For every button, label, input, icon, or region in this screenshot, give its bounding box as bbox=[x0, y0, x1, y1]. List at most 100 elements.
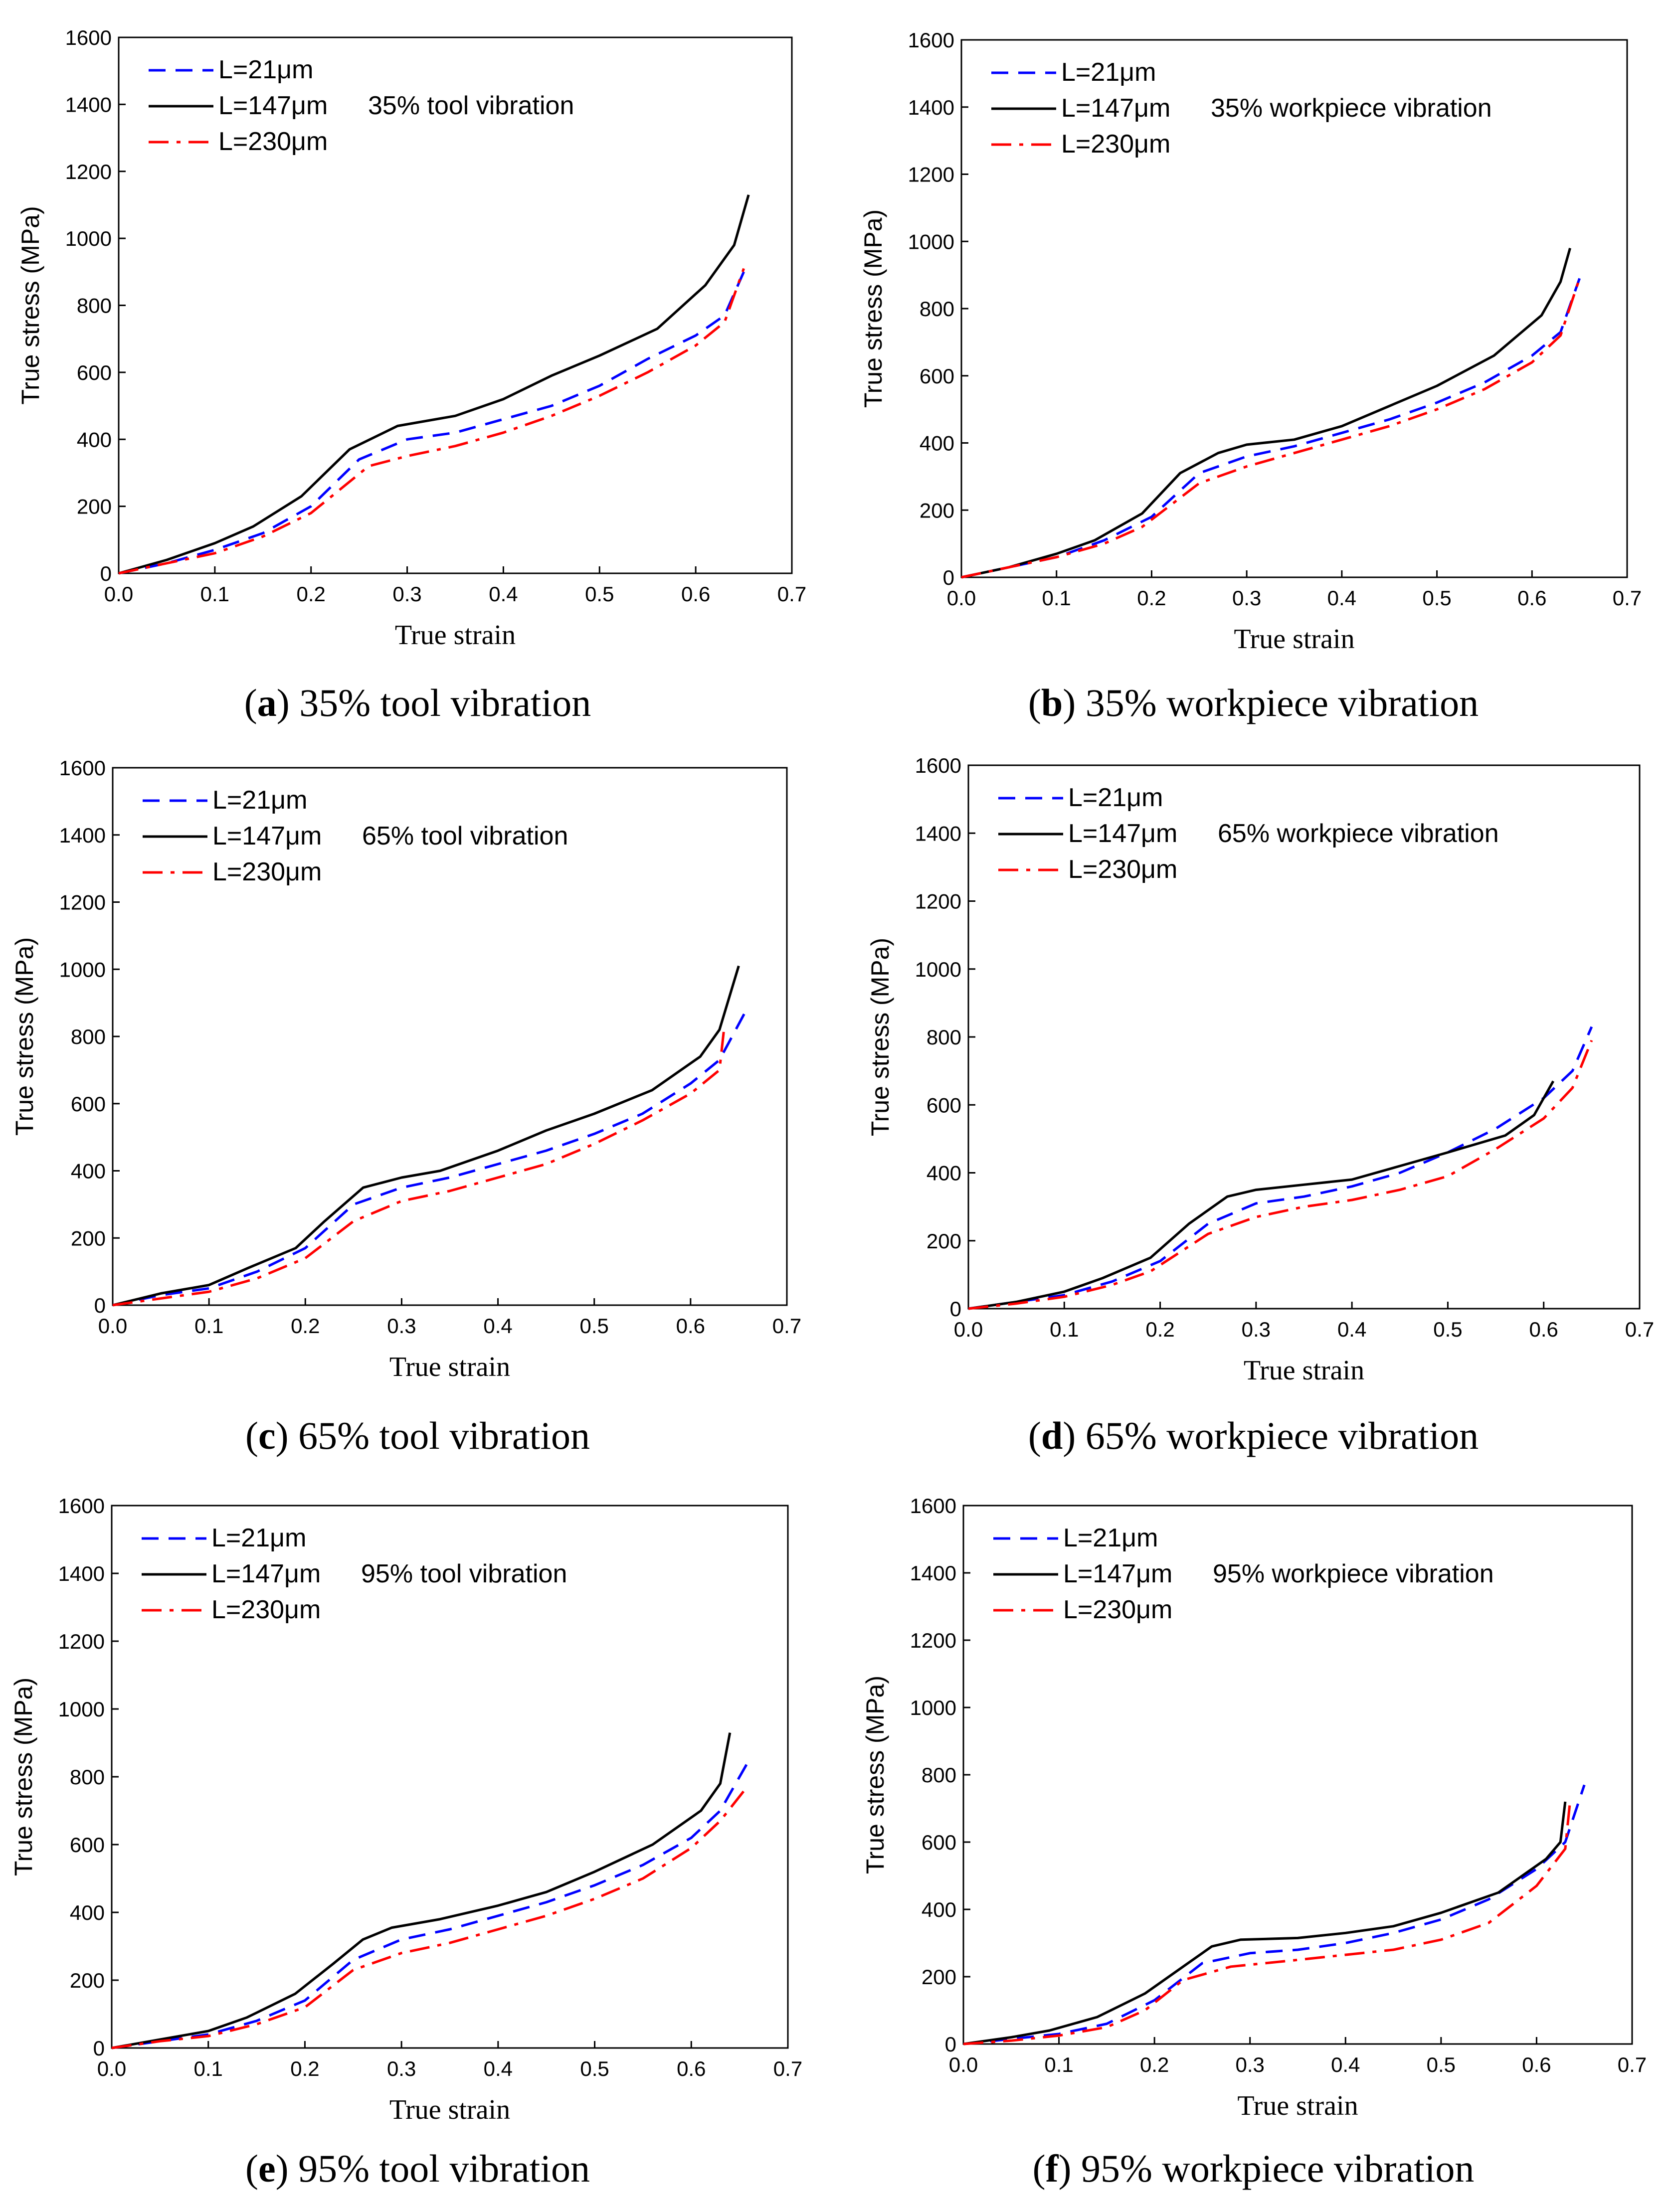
y-tick-label: 1000 bbox=[910, 1696, 956, 1719]
x-tick-label: 0.3 bbox=[1232, 586, 1261, 610]
y-tick-label: 800 bbox=[922, 1763, 956, 1787]
x-tick-label: 0.0 bbox=[947, 586, 976, 610]
series-line-3 bbox=[118, 268, 745, 575]
y-axis-title: True stress (MPa) bbox=[866, 938, 894, 1136]
x-tick-label: 0.0 bbox=[104, 582, 133, 606]
legend-label-2: L=147μm bbox=[1061, 94, 1170, 123]
legend-label-2: L=147μm bbox=[1068, 819, 1177, 848]
legend-label-3: L=230μm bbox=[1061, 130, 1170, 159]
x-tick-label: 0.4 bbox=[1331, 2053, 1360, 2076]
x-tick-label: 0.2 bbox=[290, 2057, 319, 2080]
x-tick-label: 0.6 bbox=[1522, 2053, 1551, 2076]
y-tick-label: 1400 bbox=[908, 96, 954, 119]
x-tick-label: 0.1 bbox=[194, 2057, 223, 2080]
x-tick-label: 0.4 bbox=[483, 1314, 512, 1338]
y-tick-label: 1600 bbox=[58, 1494, 105, 1518]
x-tick-label: 0.5 bbox=[1433, 1318, 1462, 1341]
y-tick-label: 1600 bbox=[59, 756, 106, 780]
y-tick-label: 0 bbox=[950, 1297, 961, 1321]
x-axis-title: True strain bbox=[395, 620, 516, 651]
chart-panel-e: 0.0 0.1 0.2 0.3 0.4 0.5 0.6 0.7 0 200 400 600 800 100… bbox=[9, 1494, 802, 2125]
y-tick-label: 1200 bbox=[65, 160, 112, 183]
series-line-1 bbox=[963, 1784, 1586, 2045]
y-tick-label: 800 bbox=[927, 1025, 961, 1049]
chart-annotation: 95% workpiece vibration bbox=[1213, 1559, 1494, 1588]
x-axis-title: True strain bbox=[1234, 624, 1354, 655]
y-tick-label: 600 bbox=[922, 1831, 956, 1854]
x-tick-label: 0.7 bbox=[1618, 2053, 1647, 2076]
legend-label-2: L=147μm bbox=[1063, 1559, 1172, 1588]
chart-panel-a: 0.0 0.1 0.2 0.3 0.4 0.5 0.6 0.7 0 200 400 600 800 100… bbox=[16, 26, 806, 651]
caption-d: (d) 65% workpiece vibration bbox=[1028, 1414, 1479, 1457]
y-tick-label: 1000 bbox=[59, 958, 106, 981]
series-line-1 bbox=[111, 1759, 750, 2049]
x-tick-label: 0.7 bbox=[772, 1314, 801, 1338]
x-tick-label: 0.3 bbox=[1236, 2053, 1265, 2076]
y-tick-label: 1200 bbox=[908, 163, 954, 186]
legend-label-3: L=230μm bbox=[1068, 855, 1177, 884]
y-tick-label: 800 bbox=[70, 1765, 105, 1789]
y-tick-label: 200 bbox=[927, 1229, 961, 1253]
y-tick-label: 1400 bbox=[910, 1561, 956, 1585]
y-tick-label: 1200 bbox=[59, 891, 106, 914]
x-axis-title: True strain bbox=[389, 1352, 510, 1382]
caption-a: (a) 35% tool vibration bbox=[244, 681, 591, 724]
y-tick-label: 400 bbox=[922, 1898, 956, 1921]
y-tick-label: 1400 bbox=[915, 822, 961, 845]
y-tick-label: 1200 bbox=[910, 1629, 956, 1652]
y-tick-label: 200 bbox=[922, 1965, 956, 1989]
y-axis-title: True stress (MPa) bbox=[10, 937, 38, 1136]
y-tick-label: 0 bbox=[943, 566, 954, 589]
y-tick-label: 400 bbox=[920, 432, 954, 455]
y-tick-label: 400 bbox=[70, 1901, 105, 1924]
y-tick-label: 200 bbox=[920, 499, 954, 522]
x-tick-label: 0.7 bbox=[777, 582, 806, 606]
legend-label-3: L=230μm bbox=[212, 857, 322, 886]
caption-f: (f) 95% workpiece vibration bbox=[1032, 2147, 1475, 2190]
x-tick-label: 0.6 bbox=[676, 1314, 705, 1338]
chart-panel-c: 0.0 0.1 0.2 0.3 0.4 0.5 0.6 0.7 0 200 400 600 800 100… bbox=[10, 756, 801, 1382]
legend-label-1: L=21μm bbox=[212, 786, 307, 815]
y-axis-title: True stress (MPa) bbox=[861, 1676, 889, 1874]
x-tick-label: 0.4 bbox=[489, 582, 518, 606]
y-tick-label: 1200 bbox=[915, 890, 961, 913]
x-tick-label: 0.0 bbox=[954, 1318, 983, 1341]
y-axis-title: True stress (MPa) bbox=[859, 209, 887, 408]
series-line-2 bbox=[963, 1801, 1567, 2045]
x-axis-title: True strain bbox=[389, 2094, 510, 2125]
legend-label-2: L=147μm bbox=[212, 822, 322, 851]
x-tick-label: 0.2 bbox=[297, 582, 326, 606]
y-axis-title: True stress (MPa) bbox=[9, 1678, 37, 1876]
x-tick-label: 0.5 bbox=[1427, 2053, 1456, 2076]
x-axis-title: True strain bbox=[1244, 1355, 1364, 1386]
x-tick-label: 0.6 bbox=[1517, 586, 1546, 610]
y-tick-label: 1000 bbox=[915, 958, 961, 981]
legend-label-1: L=21μm bbox=[1063, 1524, 1158, 1552]
y-tick-label: 1600 bbox=[65, 26, 112, 49]
legend-label-3: L=230μm bbox=[1063, 1595, 1172, 1624]
legend-label-2: L=147μm bbox=[211, 1559, 321, 1588]
series-line-3 bbox=[111, 1789, 745, 2049]
x-tick-label: 0.0 bbox=[949, 2053, 978, 2076]
y-tick-label: 1400 bbox=[59, 824, 106, 847]
x-tick-label: 0.4 bbox=[1327, 586, 1356, 610]
x-tick-label: 0.2 bbox=[1145, 1318, 1174, 1341]
x-tick-label: 0.5 bbox=[580, 2057, 609, 2080]
y-tick-label: 200 bbox=[77, 495, 112, 518]
y-tick-label: 200 bbox=[71, 1226, 106, 1250]
chart-panel-d: 0.0 0.1 0.2 0.3 0.4 0.5 0.6 0.7 0 200 400 600 800 100… bbox=[866, 754, 1654, 1386]
x-tick-label: 0.0 bbox=[98, 1314, 127, 1338]
x-tick-label: 0.2 bbox=[1137, 586, 1166, 610]
x-tick-label: 0.1 bbox=[1050, 1318, 1079, 1341]
y-tick-label: 1000 bbox=[58, 1698, 105, 1721]
y-tick-label: 600 bbox=[920, 364, 954, 388]
caption-b: (b) 35% workpiece vibration bbox=[1028, 681, 1479, 724]
y-axis-title: True stress (MPa) bbox=[16, 206, 44, 404]
series-line-3 bbox=[112, 1026, 726, 1307]
series-line-2 bbox=[961, 248, 1572, 579]
chart-annotation: 35% tool vibration bbox=[368, 91, 574, 120]
x-tick-label: 0.2 bbox=[291, 1314, 320, 1338]
y-tick-label: 600 bbox=[71, 1092, 106, 1116]
x-tick-label: 0.1 bbox=[1044, 2053, 1073, 2076]
